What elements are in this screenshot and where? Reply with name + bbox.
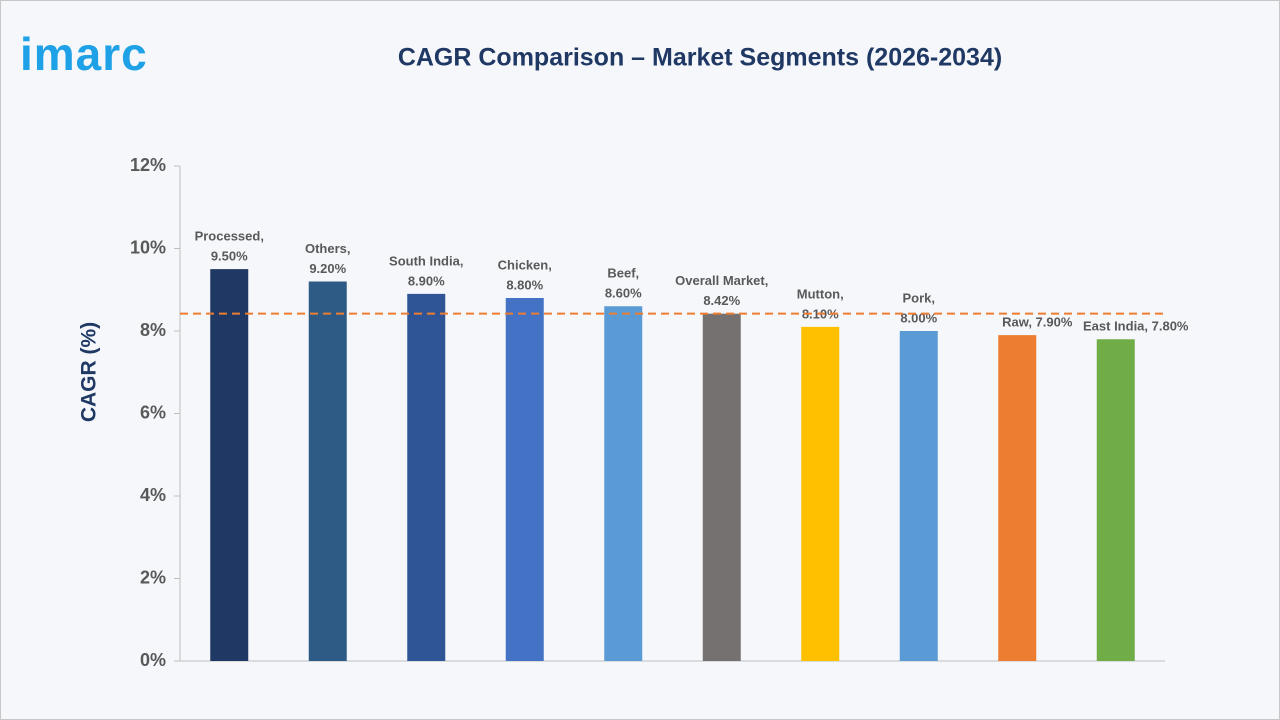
data-label: Raw, 7.90% <box>1002 315 1073 330</box>
bar <box>308 281 347 661</box>
bar <box>505 298 544 661</box>
data-label: 8.00% <box>900 310 937 325</box>
data-label: Processed, <box>195 229 264 244</box>
data-label: 8.60% <box>605 286 642 301</box>
data-label: Pork, <box>902 290 935 305</box>
y-axis-label: CAGR (%) <box>78 322 101 422</box>
data-label: 8.80% <box>506 277 543 292</box>
data-label: 8.42% <box>703 293 740 308</box>
data-label: Others, <box>305 241 351 256</box>
chart-title: CAGR Comparison – Market Segments (2026-… <box>398 44 1002 72</box>
data-label: Chicken, <box>498 257 552 272</box>
bar <box>702 313 741 661</box>
bar <box>604 306 643 661</box>
data-label: 9.50% <box>211 249 248 264</box>
data-label: Overall Market, <box>675 273 768 288</box>
data-label: South India, <box>389 253 463 268</box>
data-label: East India, 7.80% <box>1083 319 1189 334</box>
bar <box>801 326 840 661</box>
y-tick-label: 8% <box>140 320 166 340</box>
data-label: Mutton, <box>797 286 844 301</box>
bar <box>210 269 249 661</box>
bar <box>407 293 446 661</box>
y-tick-label: 10% <box>130 237 166 257</box>
bar <box>1096 339 1135 661</box>
bar <box>998 335 1037 661</box>
y-tick-label: 0% <box>140 650 166 670</box>
y-tick-label: 12% <box>130 155 166 175</box>
data-label: 8.90% <box>408 273 445 288</box>
y-tick-label: 2% <box>140 567 166 587</box>
data-label: 9.20% <box>309 261 346 276</box>
data-label: Beef, <box>607 266 639 281</box>
bar <box>899 331 938 661</box>
logo: imarc <box>20 28 148 80</box>
y-tick-label: 4% <box>140 485 166 505</box>
y-tick-label: 6% <box>140 402 166 422</box>
